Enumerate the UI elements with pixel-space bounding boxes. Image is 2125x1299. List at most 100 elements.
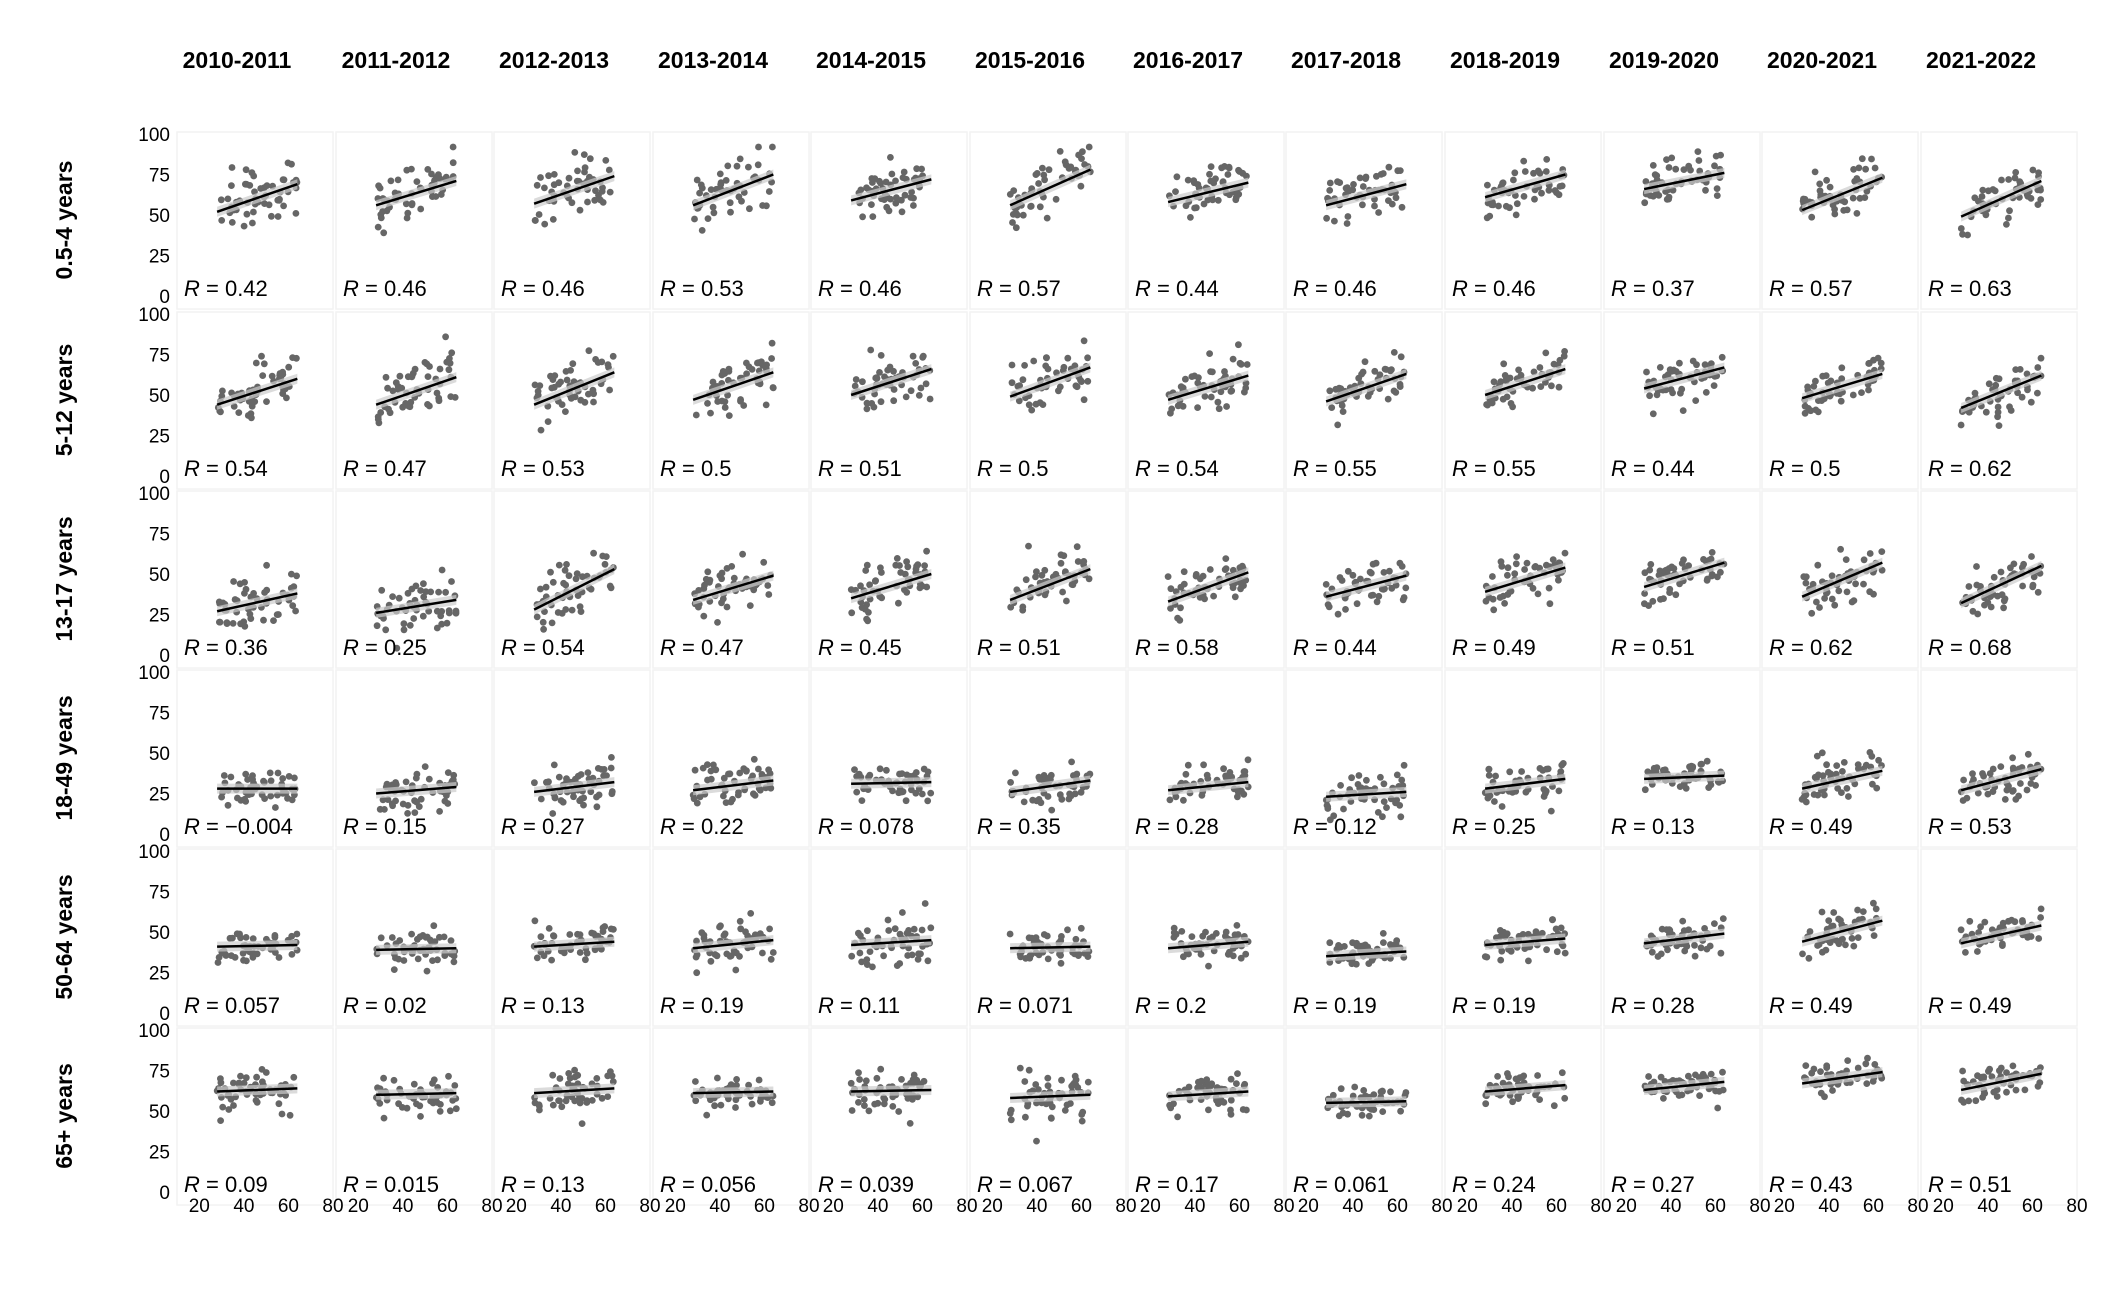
data-point (1058, 1076, 1065, 1084)
data-point (1184, 761, 1192, 769)
data-point (1808, 213, 1816, 221)
r-value-label: R = −0.004 (184, 814, 293, 839)
panel-50-64-years-2017-2018: R = 0.19 (1285, 848, 1443, 1027)
x-tick-label: 60 (595, 1196, 616, 1217)
data-point (1065, 795, 1073, 803)
data-point (1015, 397, 1023, 405)
data-point (1672, 368, 1680, 375)
data-point (1167, 409, 1174, 417)
data-point (571, 393, 579, 401)
data-point (898, 770, 906, 777)
data-point (376, 1100, 384, 1107)
data-point (445, 1072, 452, 1080)
data-point (1837, 545, 1844, 553)
y-tick-label: 50 (149, 565, 170, 586)
data-point (1710, 382, 1718, 389)
data-point (267, 777, 275, 785)
data-point (906, 1120, 914, 1127)
panel-frame (1603, 669, 1761, 848)
data-point (1392, 940, 1400, 947)
data-point (275, 611, 282, 618)
y-tick-label: 0 (159, 467, 170, 488)
data-point (901, 191, 909, 199)
data-point (224, 801, 232, 809)
data-point (1243, 1106, 1250, 1114)
data-point (219, 1103, 227, 1111)
data-point (728, 563, 736, 570)
data-point (548, 619, 556, 627)
r-value-label: R = 0.57 (1769, 276, 1853, 301)
data-point (549, 1071, 557, 1079)
data-point (1233, 922, 1241, 929)
data-point (1711, 162, 1718, 170)
data-point (766, 925, 773, 933)
data-point (1494, 1073, 1501, 1080)
data-point (868, 201, 875, 209)
panel-5-12-years-2017-2018: R = 0.55 (1285, 311, 1443, 490)
data-point (565, 174, 573, 182)
data-point (249, 935, 257, 943)
data-point (1981, 918, 1989, 926)
data-point (692, 1078, 699, 1085)
data-point (1712, 1087, 1719, 1095)
regression-line (534, 940, 615, 948)
data-point (1199, 572, 1207, 580)
data-point (1499, 1079, 1507, 1087)
panel-frame (1761, 490, 1919, 669)
data-point (1482, 597, 1490, 605)
data-point (285, 773, 293, 780)
r-value-label: R = 0.061 (1293, 1172, 1389, 1197)
data-point (1398, 203, 1406, 211)
panel-frame (1761, 1027, 1919, 1206)
data-point (293, 572, 300, 580)
data-point (2027, 195, 2035, 202)
data-point (880, 952, 887, 960)
panel-frame (493, 1027, 651, 1206)
data-point (533, 613, 541, 621)
data-point (242, 770, 250, 778)
data-point (1552, 925, 1560, 933)
data-point (404, 373, 412, 381)
data-point (1402, 584, 1410, 592)
regression-line (533, 568, 615, 611)
panel-frame (176, 311, 334, 490)
data-point (593, 803, 601, 811)
x-tick-label: 80 (481, 1196, 502, 1217)
panel-18-49-years-2013-2014: R = 0.22 (652, 669, 810, 848)
data-point (1708, 549, 1716, 556)
r-value-label: R = 0.13 (1611, 814, 1695, 839)
data-point (1689, 357, 1697, 365)
data-point (580, 794, 588, 802)
data-point (921, 562, 928, 569)
r-value-label: R = 0.25 (343, 635, 427, 660)
data-point (1861, 194, 1869, 202)
data-point (1379, 1087, 1386, 1095)
data-point (908, 188, 915, 196)
regression-line (1326, 950, 1407, 958)
data-point (1871, 164, 1879, 172)
data-point (1652, 768, 1660, 775)
panel-18-49-years-2010-2011: R = −0.004 (176, 669, 334, 848)
data-point (384, 384, 391, 392)
r-value-label: R = 0.44 (1135, 276, 1219, 301)
data-point (2003, 221, 2010, 228)
data-point (550, 171, 558, 178)
data-point (1518, 768, 1525, 775)
panel-frame (1285, 490, 1443, 669)
r-value-label: R = 0.45 (818, 635, 902, 660)
data-point (1511, 169, 1519, 177)
data-point (2028, 553, 2035, 560)
data-point (747, 910, 755, 917)
data-point (1512, 1075, 1520, 1083)
data-point (270, 617, 277, 624)
data-point (1703, 577, 1711, 584)
data-point (377, 934, 385, 942)
data-point (1033, 568, 1040, 576)
regression-line (1326, 1100, 1407, 1105)
data-point (576, 949, 584, 956)
data-point (1524, 930, 1532, 938)
panel-frame (1761, 848, 1919, 1027)
data-point (1513, 553, 1520, 560)
data-point (755, 1076, 763, 1084)
data-point (1388, 584, 1396, 592)
